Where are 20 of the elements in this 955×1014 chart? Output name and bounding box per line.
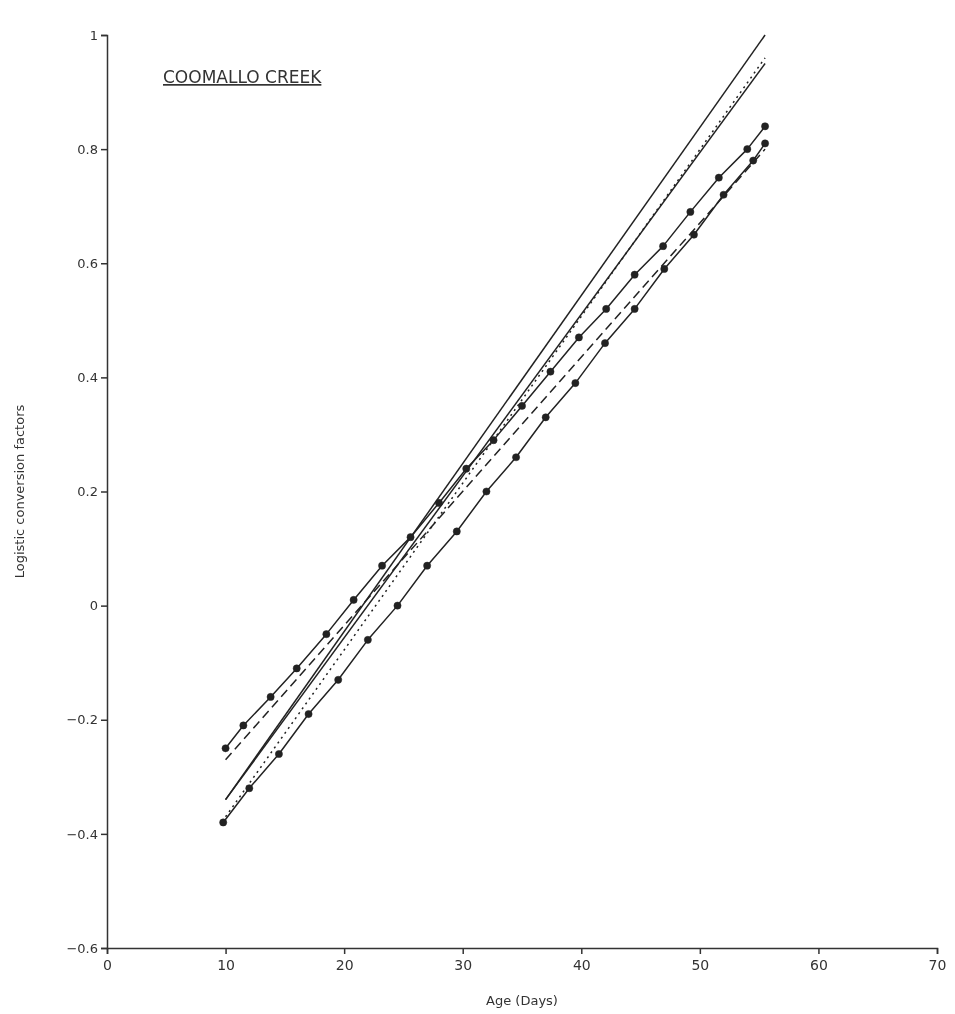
x-axis-title: Age (Days) <box>486 993 558 1008</box>
y-tick-label: 0 <box>89 598 98 614</box>
y-tick-label: −0.6 <box>66 940 98 956</box>
y-tick-label: 0.6 <box>77 255 98 271</box>
y-tick-label: −0.2 <box>66 712 98 728</box>
x-tick-label: 40 <box>572 956 591 973</box>
y-tick-label: 1 <box>89 27 98 43</box>
y-tick-label: 0.2 <box>77 484 98 500</box>
x-tick-label: 50 <box>691 956 710 973</box>
y-axis-title: Logistic conversion factors <box>12 404 27 579</box>
text: COOMALLO CREEK <box>163 67 323 87</box>
x-tick-label: 30 <box>454 956 473 973</box>
x-tick-label: 20 <box>335 956 354 973</box>
x-tick-label: 0 <box>103 956 112 973</box>
y-tick-label: 0.8 <box>77 141 98 157</box>
x-tick-label: 10 <box>217 956 235 973</box>
y-tick-label: −0.4 <box>66 826 98 842</box>
y-tick-label: 0.4 <box>77 370 98 386</box>
x-tick-label: 70 <box>928 956 947 973</box>
x-tick-label: 60 <box>810 956 828 973</box>
